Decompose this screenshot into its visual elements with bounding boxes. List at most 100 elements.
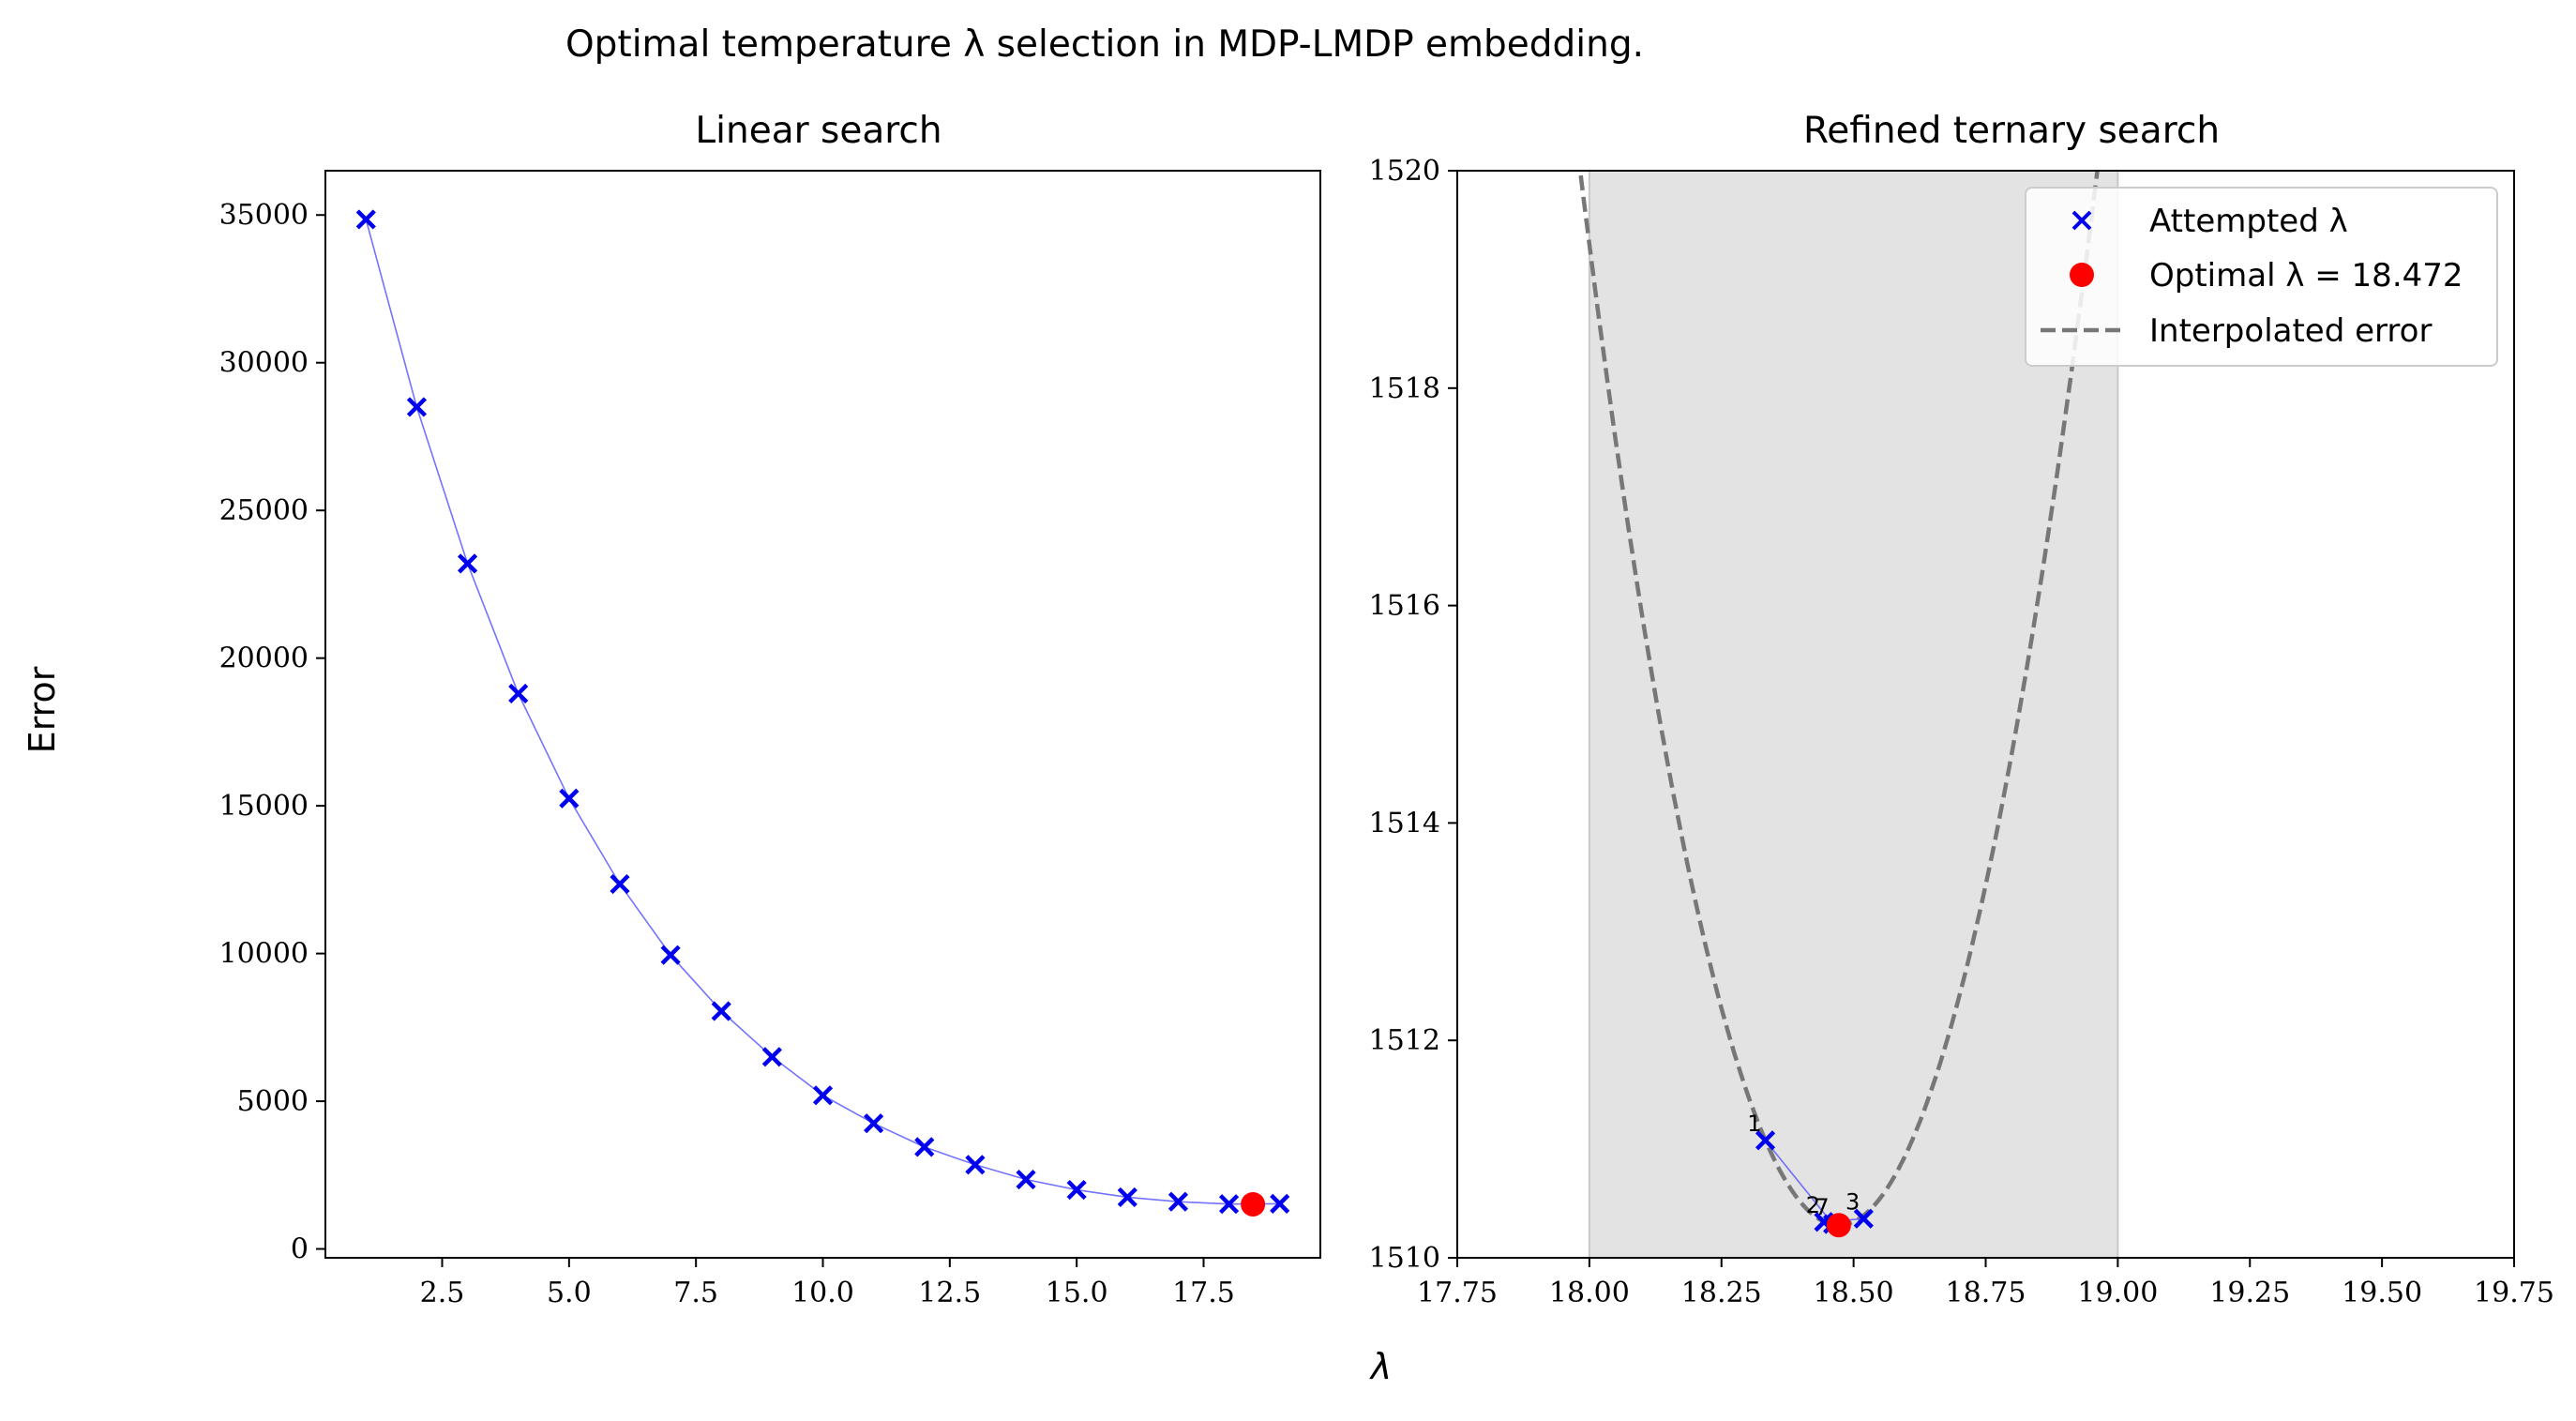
x-tick-label: 12.5 (918, 1277, 981, 1309)
iteration-label: 1 (1747, 1111, 1761, 1137)
attempted-point-stroke-b (761, 1047, 782, 1067)
attempted-point (508, 683, 529, 704)
y-tick-label: 1514 (1369, 807, 1440, 839)
y-tick-label: 20000 (219, 642, 309, 675)
linear-search-title: Linear search (695, 110, 942, 152)
y-axis-label: Error (22, 666, 63, 753)
x-tick-label: 18.50 (1814, 1277, 1894, 1309)
ternary-search-axes-frame (1456, 170, 2515, 1259)
attempted-point-stroke-b (1016, 1169, 1036, 1190)
y-tick-label: 0 (291, 1233, 309, 1266)
legend: Attempted λ Optimal λ = 18.472 Interpola… (2025, 187, 2498, 367)
attempted-point (1755, 1130, 1776, 1151)
linear-search-ticks: 2.5 5.0 7.5 10.0 12.5 15.0 17.5 0 5000 10000 15000… (219, 199, 1235, 1309)
legend-interpolated-label: Interpolated error (2149, 312, 2432, 350)
attempted-point (355, 209, 376, 230)
linear-search-markers (355, 209, 1290, 1217)
attempted-point (1066, 1179, 1087, 1201)
y-tick-label: 1520 (1369, 155, 1440, 188)
attempted-point-stroke-b (559, 788, 580, 809)
y-tick-label: 1510 (1369, 1242, 1440, 1275)
attempted-point-stroke-b (355, 209, 376, 230)
attempted-point (914, 1137, 935, 1157)
iteration-label: 3 (1845, 1188, 1860, 1215)
y-tick-label: 5000 (237, 1085, 309, 1118)
legend-attempted-marker (2071, 210, 2092, 231)
y-tick-label: 10000 (219, 938, 309, 971)
attempted-point (812, 1085, 834, 1106)
linear-search-line (365, 219, 1280, 1205)
y-tick-label: 1516 (1369, 590, 1440, 623)
attempted-point-stroke-b (914, 1137, 935, 1157)
x-tick-label: 15.0 (1046, 1277, 1108, 1309)
ternary-search-title: Refined ternary search (1803, 110, 2220, 152)
x-tick-label: 18.00 (1549, 1277, 1630, 1309)
ternary-search-panel: Refined ternary search 17.75 18.00 18.25 18… (1369, 110, 2554, 1309)
y-tick-label: 25000 (219, 494, 309, 527)
x-tick-label: 17.75 (1417, 1277, 1498, 1309)
attempted-point (660, 945, 681, 965)
attempted-point (406, 397, 428, 417)
y-tick-label: 1518 (1369, 372, 1440, 405)
legend-box (2025, 187, 2498, 367)
attempted-point-stroke-b (1853, 1208, 1874, 1229)
attempted-point-stroke-b (610, 874, 630, 895)
x-tick-label: 18.75 (1946, 1277, 2026, 1309)
attempted-point (761, 1047, 782, 1067)
x-axis-label: λ (1369, 1346, 1393, 1387)
iteration-label: 2 (1806, 1192, 1820, 1218)
y-tick-label: 1512 (1369, 1024, 1440, 1057)
legend-attempted-label: Attempted λ (2149, 203, 2348, 240)
linear-search-axes-frame (324, 170, 1321, 1259)
attempted-point-stroke-b (812, 1085, 834, 1106)
x-tick-label: 2.5 (420, 1277, 465, 1309)
attempted-point (559, 788, 580, 809)
attempted-point-stroke-b (1066, 1179, 1087, 1201)
attempted-point-stroke-b (965, 1155, 986, 1175)
optimal-point (1826, 1213, 1851, 1238)
attempted-point (610, 874, 630, 895)
attempted-point (1218, 1194, 1240, 1215)
linear-search-panel: Linear search 2.5 5.0 7.5 10.0 12.5 15.0 17.5 0… (219, 110, 1321, 1309)
iteration-label: 7 (1815, 1194, 1829, 1220)
ternary-search-markers: 1 2 37 (1747, 1111, 1874, 1238)
x-tick-label: 19.50 (2342, 1277, 2422, 1309)
attempted-point (864, 1113, 884, 1134)
attempted-point-stroke-b (406, 397, 428, 417)
attempted-point-stroke-b (1218, 1194, 1240, 1215)
x-tick-label: 19.00 (2077, 1277, 2158, 1309)
attempted-point (965, 1155, 986, 1175)
y-tick-label: 15000 (219, 790, 309, 823)
attempted-point-stroke-b (457, 553, 478, 574)
attempted-point-stroke-b (711, 1001, 731, 1021)
attempted-point-stroke-b (1814, 1212, 1834, 1232)
attempted-point (1270, 1193, 1290, 1214)
linear-search-connector (365, 219, 1280, 1205)
ternary-search-ticks: 17.75 18.00 18.25 18.50 18.75 19.00 19.25 19.50… (1369, 155, 2554, 1309)
attempted-point-stroke-b (508, 683, 529, 704)
attempted-point (1167, 1191, 1189, 1212)
attempted-point (1117, 1187, 1137, 1208)
x-tick-label: 19.25 (2209, 1277, 2290, 1309)
attempted-point-stroke-b (864, 1113, 884, 1134)
x-tick-label: 17.5 (1172, 1277, 1235, 1309)
legend-optimal-label: Optimal λ = 18.472 (2149, 257, 2463, 295)
x-tick-label: 10.0 (791, 1277, 854, 1309)
attempted-point (1016, 1169, 1036, 1190)
legend-optimal-marker (2070, 263, 2094, 287)
y-tick-label: 30000 (219, 347, 309, 380)
x-tick-label: 7.5 (673, 1277, 718, 1309)
attempted-point-stroke-b (1270, 1193, 1290, 1214)
attempted-point-stroke-b (1117, 1187, 1137, 1208)
y-tick-label: 35000 (219, 199, 309, 232)
attempted-point-stroke-b (1755, 1130, 1776, 1151)
attempted-point-stroke-b (660, 945, 681, 965)
attempted-point (1853, 1208, 1874, 1229)
figure-title: Optimal temperature λ selection in MDP-L… (565, 23, 1644, 66)
x-tick-label: 18.25 (1681, 1277, 1762, 1309)
attempted-point (457, 553, 478, 574)
x-tick-label: 5.0 (547, 1277, 592, 1309)
attempted-point-stroke-b (1167, 1191, 1189, 1212)
attempted-point (711, 1001, 731, 1021)
